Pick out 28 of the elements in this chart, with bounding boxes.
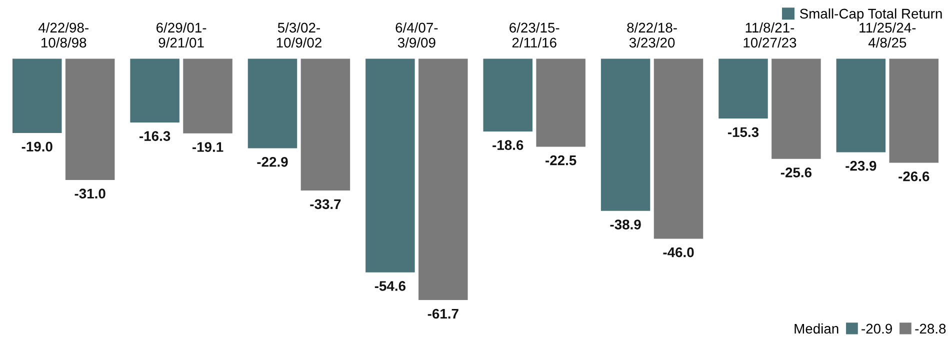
data-label: -22.5 <box>546 155 576 166</box>
legend-label: Small-Cap Total Return <box>800 8 942 22</box>
data-label: -23.9 <box>846 160 876 171</box>
data-label: -46.0 <box>663 247 694 258</box>
data-label: -18.6 <box>492 140 524 150</box>
data-label: -25.6 <box>780 168 812 178</box>
x-tick-label: 6/29/01- 9/21/01 <box>156 22 206 48</box>
x-tick-label: 5/3/02- 10/9/02 <box>276 22 322 48</box>
text: Median <box>794 323 838 334</box>
data-label: -22.9 <box>257 156 288 167</box>
text: -20.9 <box>862 324 892 334</box>
data-label: -31.0 <box>74 188 106 199</box>
data-label: -26.6 <box>898 171 930 182</box>
data-label: -19.1 <box>192 142 224 152</box>
x-tick-label: 11/8/21- 10/27/23 <box>744 22 796 48</box>
x-tick-label: 11/25/24- 4/8/25 <box>860 22 916 48</box>
data-label: -15.3 <box>728 127 759 138</box>
x-tick-label: 4/22/98- 10/8/98 <box>38 22 88 48</box>
data-label: -61.7 <box>428 308 458 319</box>
data-label: -19.0 <box>22 142 52 152</box>
data-label: -33.7 <box>310 199 341 210</box>
x-tick-label: 8/22/18- 3/23/20 <box>627 22 677 48</box>
x-tick-label: 6/23/15- 2/11/16 <box>510 22 560 48</box>
x-tick-label: 6/4/07- 3/9/09 <box>396 22 438 48</box>
text: -28.8 <box>915 324 946 334</box>
data-label: -38.9 <box>610 220 641 230</box>
data-label: -16.3 <box>140 131 170 142</box>
data-label: -54.6 <box>374 281 406 291</box>
